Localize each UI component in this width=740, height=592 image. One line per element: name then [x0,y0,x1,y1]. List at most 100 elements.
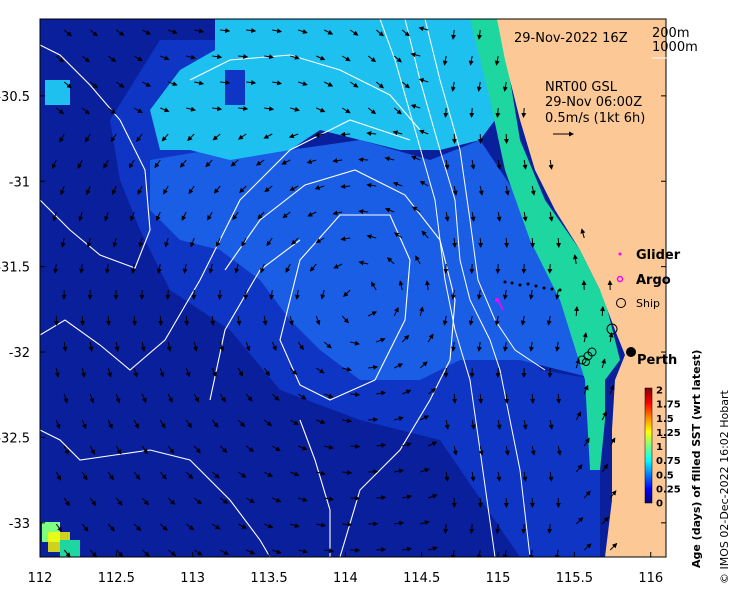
current-arrow [402,442,412,448]
current-arrow [179,159,187,168]
current-arrow [246,28,257,34]
current-arrow [55,471,62,481]
current-arrow [427,388,437,395]
current-arrow [52,211,58,222]
current-arrow [289,419,299,426]
current-arrow [294,289,300,300]
current-arrow [476,341,482,352]
current-arrow [452,185,458,196]
current-arrow [504,237,510,248]
x-tick-label: 114.5 [403,571,440,586]
glider-legend-label: Glider [636,248,681,263]
current-arrow [213,185,221,194]
x-tick-label: 115 [486,571,511,586]
coastal-band [470,19,620,470]
current-arrow [366,131,377,137]
current-arrow [324,496,335,502]
current-arrow [185,419,192,429]
current-arrow [418,129,429,135]
current-arrow [168,29,178,34]
current-arrow [504,393,510,404]
current-arrow [548,211,554,222]
current-arrow [376,390,387,396]
current-arrow [167,497,176,505]
current-arrow [193,445,201,454]
current-arrow [81,55,90,63]
current-arrow [184,315,190,326]
current-arrow [420,467,430,473]
current-arrow [115,445,122,455]
current-arrow [245,393,253,402]
current-arrow [63,445,69,455]
current-arrow [554,289,560,300]
current-arrow [451,29,457,40]
colorbar-tick-label: 1.25 [656,428,681,439]
current-arrow [89,29,98,37]
current-arrow [168,81,178,86]
current-arrow [237,367,244,377]
current-arrow [341,55,351,62]
current-arrow [285,263,291,273]
current-arrow [477,29,483,40]
current-arrow [190,237,195,248]
current-arrow [528,341,534,352]
current-arrow [205,159,213,168]
current-arrow [444,211,450,222]
land [497,19,666,557]
current-arrow [211,419,219,428]
current-arrow [298,548,308,554]
current-arrow [528,549,534,557]
current-arrow [141,81,152,87]
current-arrow [425,280,430,291]
current-arrow [349,81,359,88]
current-arrow [376,442,387,448]
current-arrow [316,419,326,425]
current-arrow [469,523,475,534]
current-arrow [358,157,369,163]
current-arrow [128,159,135,169]
current-arrow [215,237,221,248]
x-tick-label: 116 [638,571,663,586]
current-arrow [115,81,125,88]
current-arrow [298,29,308,34]
current-arrow [133,419,139,429]
current-arrow [384,156,395,162]
current-arrow [237,471,247,478]
current-arrow [548,419,554,430]
current-arrow [502,289,508,300]
current-arrow [132,315,138,326]
current-arrow [420,520,430,526]
current-arrow [264,54,275,60]
current-arrow [495,263,501,274]
current-arrow [55,55,65,63]
colorbar-tick-label: 1 [656,442,663,453]
current-arrow [166,341,172,352]
current-arrow [298,497,308,502]
current-arrow [583,543,592,551]
current-arrow [554,549,560,557]
current-arrow [575,464,583,473]
current-arrow [470,419,476,430]
current-arrow [547,523,553,534]
current-arrow [601,463,609,473]
colorbar-tick-label: 1.5 [656,414,674,425]
map-title: 29-Nov-2022 16Z [514,31,628,46]
current-arrow [266,237,273,247]
current-arrow [141,445,148,455]
current-arrow [245,497,255,503]
current-arrow [63,549,71,557]
current-arrow [368,417,379,423]
current-arrow [81,107,90,115]
current-arrow [306,159,317,164]
current-arrow [332,158,343,164]
current-arrow [181,211,187,221]
current-arrow [307,211,317,217]
x-tick-label: 112.5 [98,571,135,586]
current-arrow [159,367,165,378]
current-arrow [428,494,438,499]
current-arrow [234,263,240,274]
current-arrow [495,107,501,118]
current-arrow [393,306,399,317]
current-arrow [443,523,449,534]
current-arrow [263,133,273,139]
